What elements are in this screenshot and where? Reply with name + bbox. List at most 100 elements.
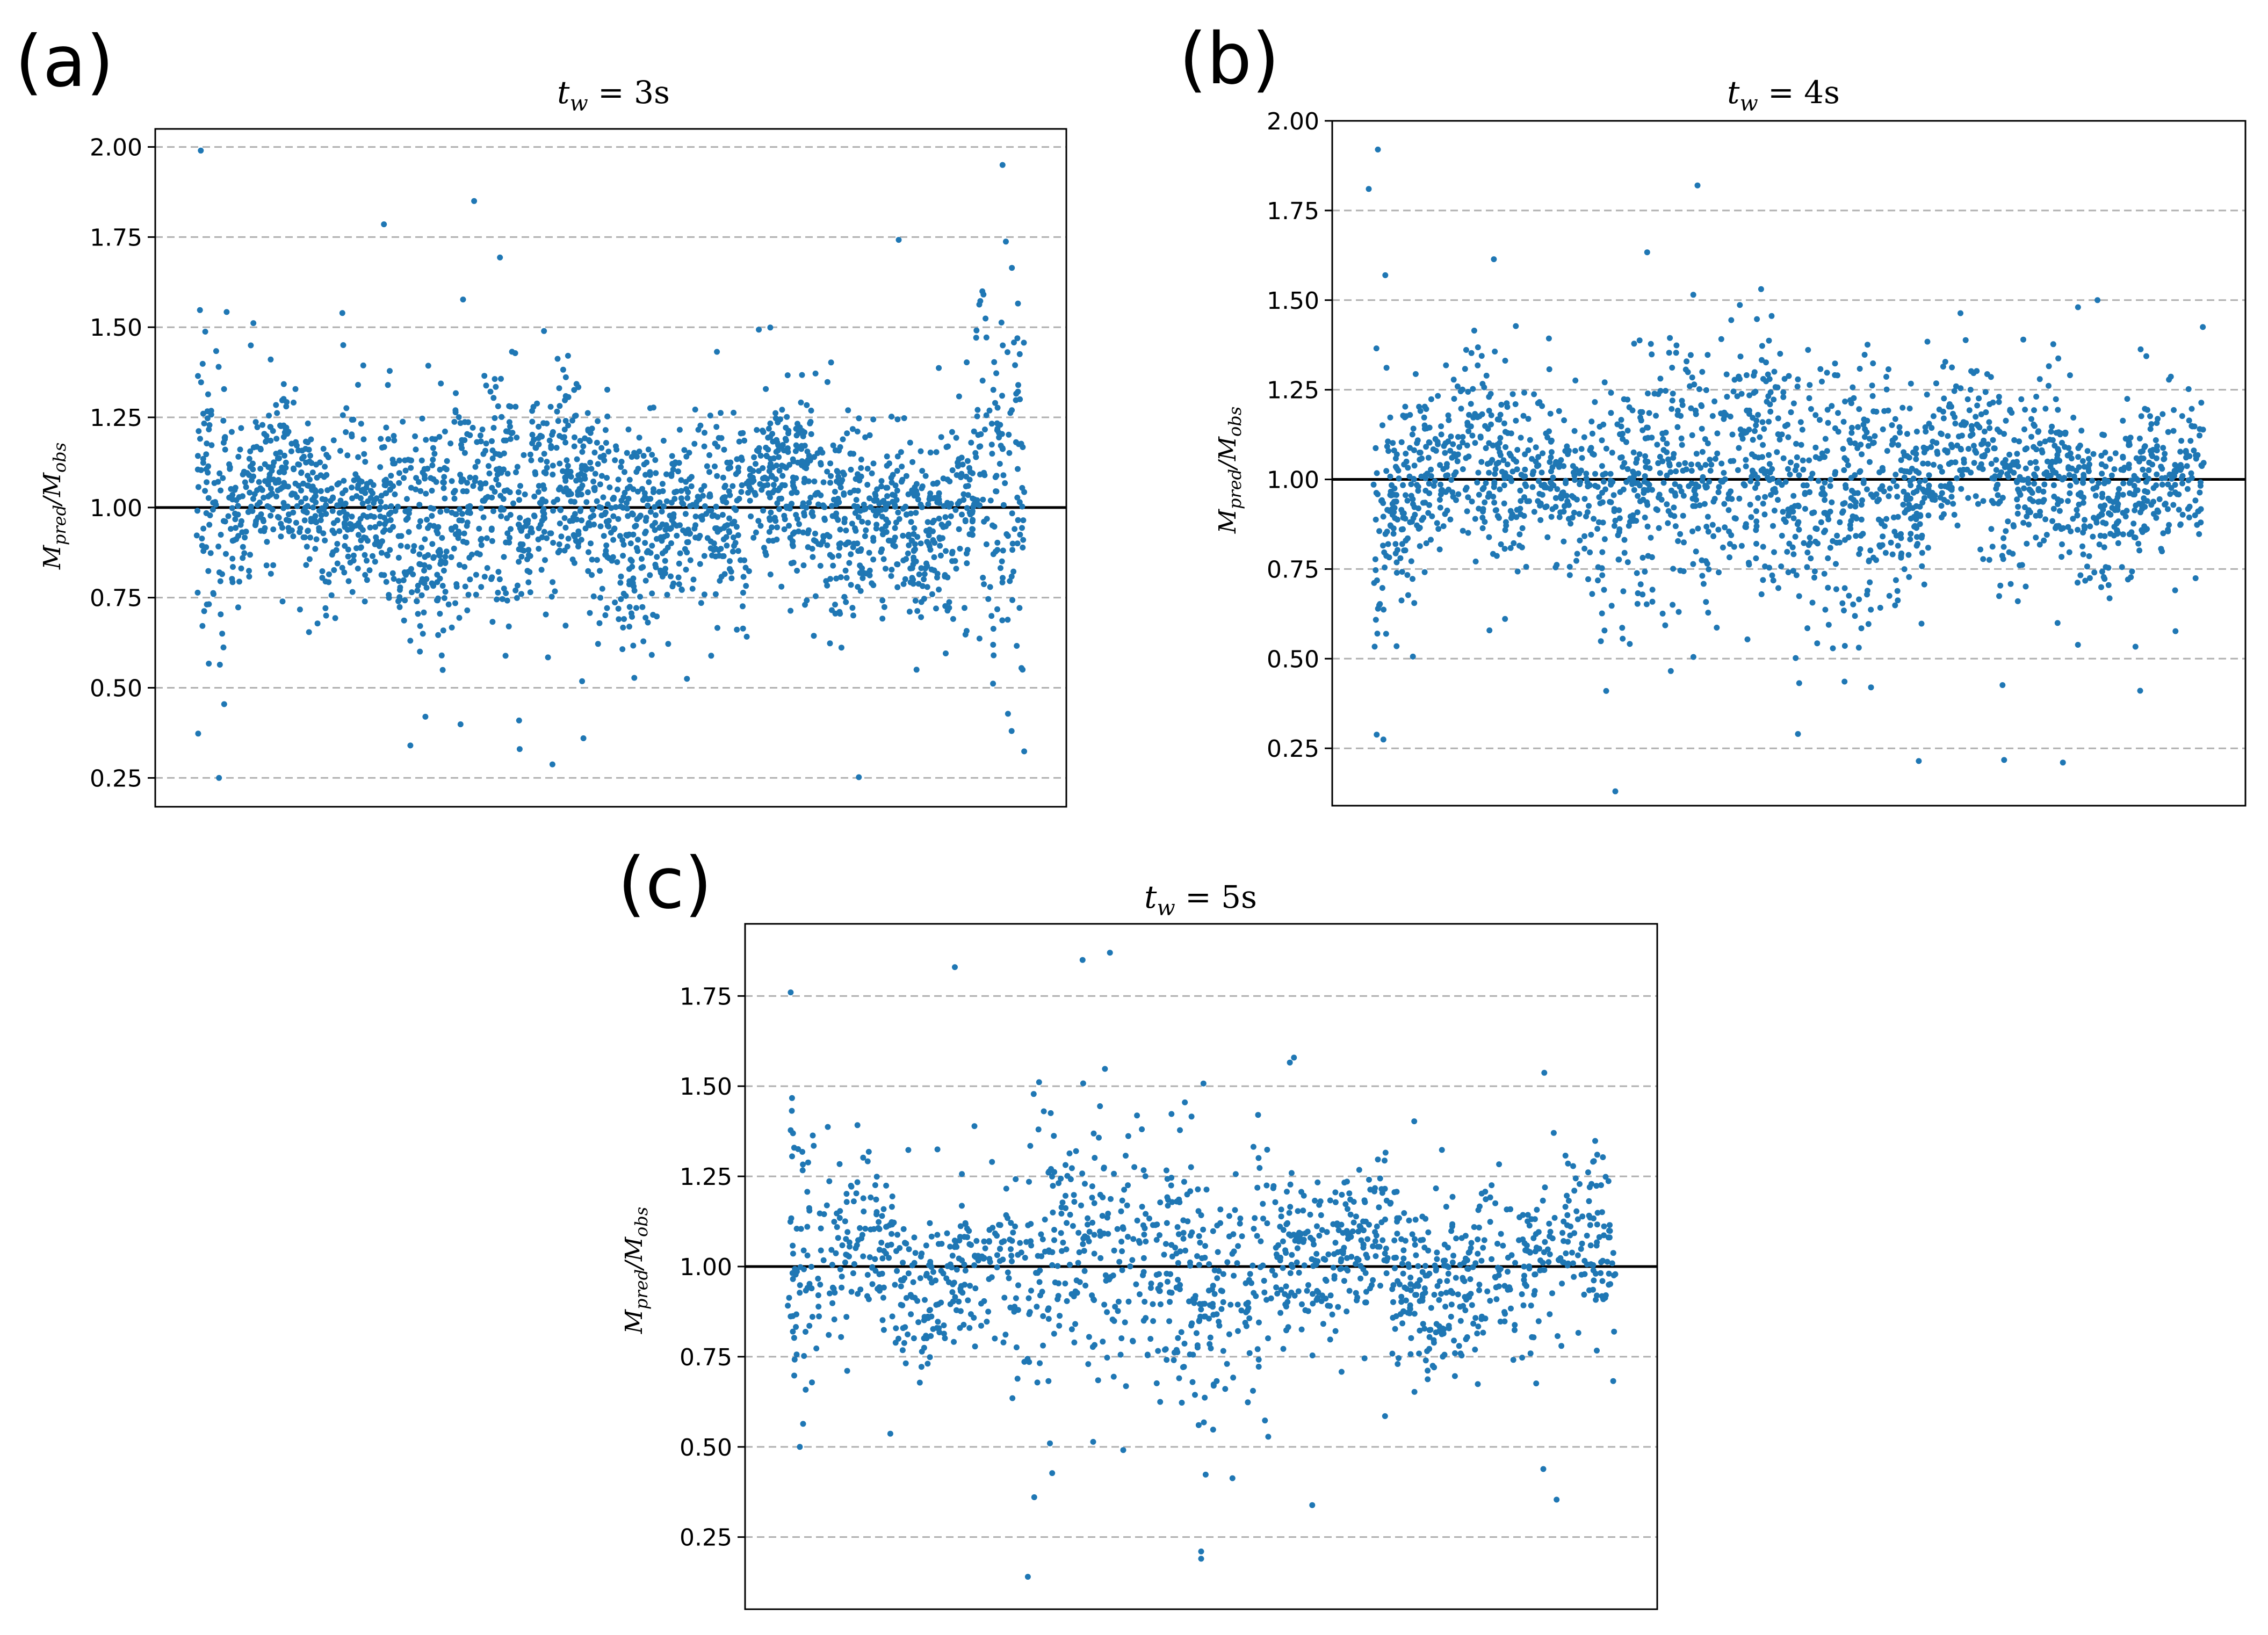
- scatter-point: [444, 507, 450, 513]
- scatter-point: [2014, 598, 2021, 604]
- scatter-point: [402, 571, 409, 577]
- scatter-point: [1397, 555, 1404, 561]
- scatter-point: [518, 591, 524, 597]
- scatter-point: [1890, 478, 1897, 484]
- scatter-point: [326, 571, 332, 577]
- scatter-point: [1608, 603, 1615, 609]
- scatter-point: [1609, 450, 1615, 456]
- scatter-point: [974, 407, 981, 413]
- scatter-point: [1769, 466, 1775, 472]
- scatter-point: [644, 459, 650, 466]
- panel-a: (a) tw = 3s Mpred/Mobs 0.250.500.751.001…: [15, 20, 1067, 808]
- scatter-point: [550, 462, 556, 469]
- scatter-point: [2079, 458, 2086, 464]
- scatter-point: [1785, 422, 1790, 428]
- scatter-point: [1735, 467, 1741, 473]
- scatter-point: [716, 435, 722, 441]
- scatter-point: [591, 450, 598, 455]
- scatter-point: [1755, 495, 1761, 501]
- scatter-point: [402, 457, 408, 464]
- scatter-point: [964, 359, 970, 366]
- scatter-point: [387, 368, 393, 374]
- scatter-point: [417, 561, 424, 568]
- scatter-point: [740, 625, 746, 632]
- scatter-point: [2075, 642, 2081, 648]
- scatter-point: [1663, 388, 1669, 394]
- scatter-point: [853, 497, 859, 503]
- scatter-point: [1588, 532, 1594, 538]
- scatter-point: [1852, 613, 1858, 619]
- scatter-point: [1861, 416, 1867, 423]
- scatter-point: [199, 536, 205, 542]
- scatter-point: [703, 511, 710, 517]
- scatter-point: [1771, 508, 1778, 514]
- scatter-point: [1980, 498, 1987, 504]
- scatter-point: [1643, 464, 1649, 471]
- scatter-point: [1019, 503, 1025, 510]
- scatter-point: [911, 493, 918, 499]
- scatter-point: [429, 462, 436, 468]
- scatter-point: [1793, 655, 1799, 661]
- scatter-point: [243, 484, 249, 490]
- scatter-point: [1143, 1211, 1149, 1217]
- scatter-point: [1497, 449, 1503, 455]
- scatter-point: [541, 486, 547, 492]
- scatter-point: [729, 548, 736, 555]
- scatter-point: [1664, 440, 1670, 447]
- scatter-point: [912, 484, 918, 490]
- scatter-point: [778, 583, 785, 590]
- scatter-point: [649, 542, 655, 549]
- scatter-point: [963, 628, 970, 634]
- scatter-point: [723, 534, 729, 540]
- scatter-point: [1980, 556, 1987, 562]
- scatter-point: [684, 495, 691, 501]
- scatter-point: [1468, 401, 1474, 407]
- scatter-point: [562, 418, 569, 424]
- scatter-point: [889, 414, 895, 420]
- scatter-point: [1802, 491, 1808, 497]
- scatter-point: [834, 468, 840, 474]
- scatter-point: [1524, 498, 1530, 504]
- scatter-point: [989, 451, 995, 457]
- scatter-point: [1383, 365, 1390, 371]
- scatter-point: [1926, 472, 1932, 479]
- scatter-point: [1858, 625, 1865, 632]
- scatter-point: [1922, 424, 1928, 430]
- scatter-point: [2035, 487, 2042, 494]
- scatter-point: [2098, 511, 2105, 517]
- scatter-point: [645, 502, 651, 509]
- scatter-point: [222, 518, 228, 525]
- scatter-point: [1664, 501, 1670, 508]
- scatter-point: [1868, 684, 1874, 691]
- scatter-point: [880, 1294, 886, 1301]
- scatter-point: [2081, 523, 2088, 529]
- scatter-point: [1531, 391, 1537, 397]
- scatter-point: [2101, 576, 2108, 582]
- scatter-point: [1176, 1375, 1182, 1381]
- scatter-point: [2160, 445, 2166, 451]
- scatter-point: [757, 452, 764, 459]
- scatter-point: [1602, 486, 1608, 493]
- scatter-point: [649, 452, 655, 458]
- scatter-point: [1880, 426, 1886, 432]
- scatter-point: [1491, 500, 1498, 506]
- scatter-point: [1565, 1160, 1571, 1167]
- scatter-point: [1865, 621, 1872, 627]
- scatter-point: [412, 433, 418, 439]
- scatter-point: [217, 578, 223, 584]
- scatter-point: [1382, 272, 1389, 278]
- scatter-point: [2021, 485, 2027, 491]
- scatter-point: [2179, 480, 2186, 487]
- scatter-point: [887, 538, 894, 544]
- scatter-point: [357, 495, 364, 501]
- scatter-point: [1809, 471, 1816, 477]
- scatter-point: [1466, 411, 1472, 418]
- scatter-point: [385, 436, 392, 442]
- scatter-point: [589, 572, 595, 578]
- scatter-point: [1718, 478, 1724, 484]
- scatter-point: [2114, 520, 2120, 527]
- scatter-point: [2098, 584, 2104, 590]
- scatter-point: [873, 522, 880, 528]
- scatter-point: [2170, 502, 2177, 508]
- scatter-point: [1760, 466, 1766, 473]
